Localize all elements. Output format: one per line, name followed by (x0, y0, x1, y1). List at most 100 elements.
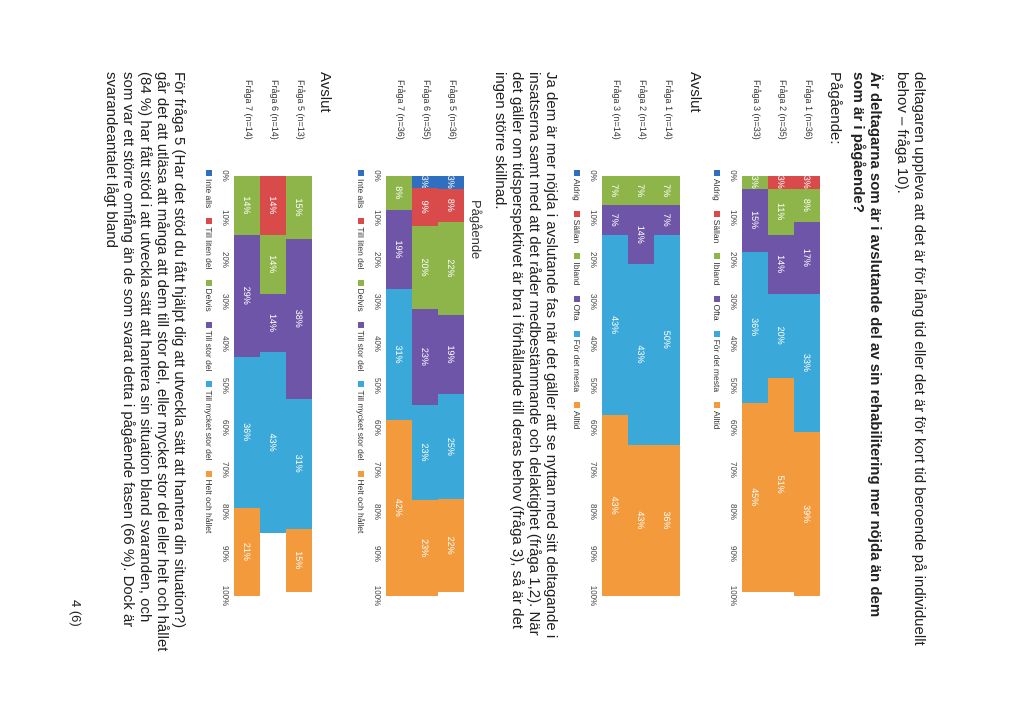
chart-legend: Aldrig Sällan Ibland Ofta För det mesta Allti… (572, 170, 582, 429)
legend-swatch (714, 253, 720, 260)
bar-segment: 50% (654, 234, 680, 445)
legend-item: Inte alls (356, 170, 366, 208)
chart-legend: Inte alls Till liten del Delvis Till stor d… (204, 170, 214, 533)
bar-segment: 7% (654, 205, 680, 235)
legend-item: Ofta (572, 295, 582, 321)
legend-label: Ibland (572, 262, 582, 286)
bar-segment: 23% (412, 404, 438, 501)
bar-segment: 14% (260, 293, 286, 353)
legend-swatch (574, 330, 580, 337)
tick-label: 60% (221, 419, 230, 437)
legend-label: Alltid (572, 411, 582, 430)
tick-label: 0% (589, 170, 598, 182)
chart-row: Fråga 6 (n=14) 14%14%14%43%0 (260, 80, 286, 640)
bar-segment: 51% (768, 377, 794, 592)
legend-swatch (714, 210, 720, 217)
category-label: Fråga 5 (n=13) (296, 80, 306, 140)
tick-label: 80% (373, 503, 382, 521)
bar-segment: 21% (234, 507, 260, 596)
bar-segment: 3% (768, 176, 794, 189)
legend-item: Till stor del (204, 321, 214, 372)
legend-item: Delvis (204, 279, 214, 312)
tick-label: 70% (373, 461, 382, 479)
chart-title-pagaende: Pågående (469, 200, 484, 260)
tick-label: 0% (729, 170, 738, 182)
tick-label: 20% (373, 251, 382, 269)
x-axis: 0% 10% 20% 30% 40% 50% 60% 70% 80% 90% 100% (586, 170, 598, 606)
tick-label: 20% (589, 251, 598, 269)
tick-label: 10% (373, 209, 382, 227)
bar-segment: 7% (602, 176, 628, 206)
tick-label: 60% (589, 419, 598, 437)
stacked-bar: 3% 8% 17% 33% 39% (794, 176, 820, 596)
legend-item: Aldrig (572, 170, 582, 201)
bar-segment: 7% (654, 176, 680, 206)
tick-label: 30% (729, 293, 738, 311)
middle-paragraph: Ja dem är mer nöjda i avslutande fas när… (492, 72, 560, 639)
stacked-bar: 7% 7% 50% 36% (654, 176, 680, 596)
chart-row: Fråga 1 (n=14) 7% 7% 50% 36% (654, 80, 680, 640)
tick-label: 10% (729, 209, 738, 227)
legend-item: Till liten del (204, 218, 214, 270)
category-label: Fråga 7 (n=36) (396, 80, 406, 140)
stacked-bar: 14% 29% 36% 21% (234, 176, 260, 596)
legend-label: Delvis (204, 288, 214, 312)
legend-item: Sällan (572, 210, 582, 243)
tick-label: 30% (373, 293, 382, 311)
tick-label: 50% (729, 377, 738, 395)
intro-paragraph: deltagaren upplevа att det är för lång t… (894, 72, 928, 646)
bar-segment: 43% (260, 352, 286, 533)
bar-segment: 3% (794, 176, 820, 189)
tick-label: 70% (729, 461, 738, 479)
tick-label: 50% (221, 377, 230, 395)
tick-label: 10% (221, 209, 230, 227)
legend-label: Helt och hållet (356, 479, 366, 534)
legend-swatch (574, 402, 580, 409)
bar-segment: 38% (286, 239, 312, 399)
bar-segment: 14% (768, 234, 794, 294)
category-label: Fråga 5 (n=36) (448, 80, 458, 140)
bar-segment: 20% (412, 225, 438, 310)
category-label: Fråga 6 (n=14) (270, 80, 280, 140)
legend-swatch (206, 321, 212, 328)
chart-row: Fråga 2 (n=14) 7% 14% 43% 43% (628, 80, 654, 640)
tick-label: 20% (729, 251, 738, 269)
legend-label: Till mycket stor del (204, 390, 214, 461)
legend-swatch (714, 402, 720, 409)
legend-item: För det mesta (712, 330, 722, 392)
tick-label: 20% (221, 251, 230, 269)
bar-segment: 8% (794, 188, 820, 223)
legend-label: Till mycket stor del (356, 390, 366, 461)
chart-row: Fråga 2 (n=35) 3% 11% 14% 20% 51% (768, 80, 794, 640)
tick-label: 90% (221, 545, 230, 563)
bar-segment: 3% (412, 176, 438, 189)
tick-label: 30% (589, 293, 598, 311)
bar-segment: 7% (628, 176, 654, 206)
chart-row: Fråga 3 (n=33) 3% 15% 36% 45% (742, 80, 768, 640)
x-axis: 0% 10% 20% 30% 40% 50% 60% 70% 80% 90% 100% (218, 170, 230, 606)
stacked-bar: 7% 7% 43% 43% (602, 176, 628, 596)
bar-segment: 19% (386, 209, 412, 290)
legend-label: Aldrig (712, 179, 722, 201)
tick-label: 10% (589, 209, 598, 227)
bar-segment: 14% (234, 176, 260, 235)
category-label: Fråga 3 (n=14) (612, 80, 622, 140)
chart-row: Fråga 7 (n=36) 8% 19% 31% 42% (386, 80, 412, 640)
legend-swatch (574, 253, 580, 260)
bar-segment: 14% (628, 205, 654, 265)
legend-swatch (358, 381, 364, 388)
chart-row: Fråga 3 (n=14) 7% 7% 43% 43% (602, 80, 628, 640)
bar-segment: 31% (386, 289, 412, 420)
legend-item: Inte alls (204, 170, 214, 208)
legend-item: Sällan (712, 210, 722, 243)
tick-label: 80% (589, 503, 598, 521)
tick-label: 40% (373, 335, 382, 353)
legend-label: Till stor del (204, 330, 214, 372)
legend-item: Till stor del (356, 321, 366, 371)
bar-segment: 20% (768, 293, 794, 378)
legend-swatch (358, 279, 364, 286)
legend-swatch (358, 470, 364, 477)
tick-label: 30% (221, 293, 230, 311)
stacked-bar: 7% 14% 43% 43% (628, 176, 654, 596)
